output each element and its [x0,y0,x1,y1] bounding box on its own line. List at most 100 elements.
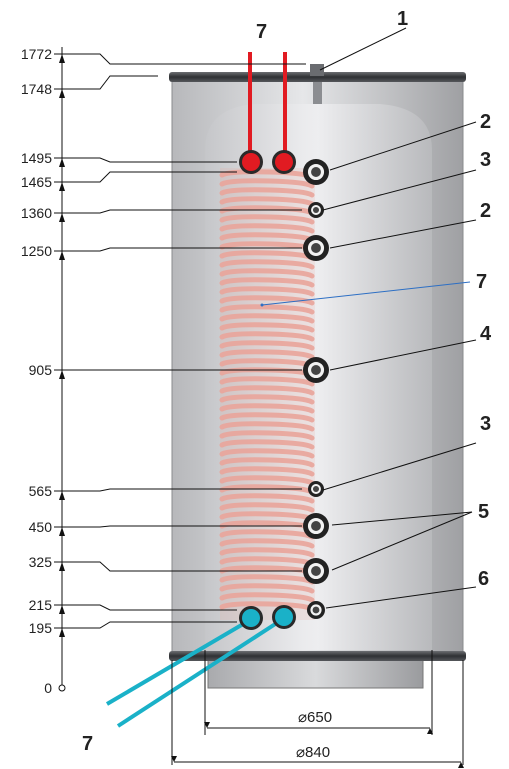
dimension-leader [70,157,237,163]
callout-line-4 [329,339,477,371]
coil-winding [219,457,315,468]
heat-exchanger-coil [219,168,315,620]
connection-5-upper [303,513,329,539]
callout-7-mid: 7 [476,271,487,293]
hot-outlet-left [239,150,263,174]
dimension-label: 1748 [21,81,52,97]
dimension-label: 1772 [21,46,52,62]
dimension-arrow [59,182,65,191]
inner-diameter-label: ⌀650 [298,709,332,726]
dimension-leader [70,75,158,90]
callout-numbers: 1 7 2 3 2 7 4 3 5 6 7 [82,8,492,755]
dimension-leader [70,561,302,572]
cold-pipes [105,617,285,728]
dimension-arrow [59,370,65,379]
bottom-band [169,651,466,661]
dimension-leader [70,171,237,183]
coil-winding [219,547,315,558]
coil-winding [219,277,315,288]
callout-line-5b [331,511,473,571]
dimension-label: 1465 [21,174,52,190]
hot-pipe-right [283,52,287,162]
callout-line-5a [331,511,473,526]
coil-winding [219,538,315,549]
coil-winding [219,529,315,540]
connection-2-upper [303,159,329,185]
coil-winding [219,259,315,270]
coil-winding [219,556,315,567]
cold-outlet-right [272,605,296,629]
coil-winding [219,376,315,387]
dimension-leader [70,525,302,528]
coil-winding [219,313,315,324]
dimension-label: 450 [29,519,53,535]
dimension-labels: 1772 1748 1495 1465 1360 1250 905 565 450 325 215 1… [21,46,52,696]
dimension-arrow [59,605,65,614]
dimension-label: 905 [29,362,53,378]
coil-winding [219,448,315,459]
coil-winding [219,385,315,396]
connection-6 [307,601,325,619]
coil-winding [219,214,315,225]
cold-outlet-left [239,606,263,630]
callout-line-7-mid [261,281,471,306]
dimension-leader [70,488,302,492]
connection-5-lower [303,558,329,584]
dimension-label: 195 [29,620,53,636]
connection-3-upper [308,202,324,218]
top-sensor-tube [313,82,322,104]
coil-winding [219,421,315,432]
callout-7-top: 7 [256,21,267,43]
coil-winding [219,187,315,198]
dimension-arrow [59,562,65,571]
coil-winding [219,250,315,261]
coil-winding [219,502,315,513]
coil-winding [219,511,315,522]
origin-marker [58,684,66,692]
dimension-leader [70,247,302,252]
callout-line-2-lower [329,219,477,249]
connection-2-lower [303,235,329,261]
hot-outlet-right [272,150,296,174]
coil-winding [219,178,315,189]
coil-winding [219,475,315,486]
connection-nozzles [239,150,329,630]
coil-winding [219,574,315,585]
vertical-dimension-axis [54,47,70,692]
coil-winding [219,205,315,216]
callout-2-lower: 2 [480,200,491,222]
dimension-label: 215 [29,597,53,613]
coil-winding [219,439,315,450]
callout-4: 4 [480,323,492,345]
dimension-arrow [59,54,65,63]
coil-winding [219,466,315,477]
coil-winding [219,304,315,315]
hot-pipes [248,52,287,162]
cold-pipe-right [116,617,285,728]
hot-pipe-left [248,52,252,162]
callout-2-upper: 2 [480,111,491,133]
callout-1: 1 [397,8,408,30]
coil-pointer-dot [260,303,264,307]
coil-winding [219,493,315,504]
connection-4 [303,357,329,383]
dimension-arrow [59,527,65,536]
coil-winding [219,592,315,603]
dimension-leaders [70,53,306,629]
dimension-leader [70,621,237,629]
callout-5: 5 [478,501,489,523]
coil-winding [219,412,315,423]
outer-diameter-label: ⌀840 [296,744,330,761]
coil-winding [219,484,315,495]
cold-pipe-left [105,618,252,706]
dimension-label: 325 [29,554,53,570]
dimension-arrow [59,491,65,500]
dimension-label: 1250 [21,243,52,259]
coil-winding [219,268,315,279]
dimension-label: 1360 [21,205,52,221]
dimension-label: 565 [29,483,53,499]
top-sensor-sleeve [310,64,324,76]
coil-winding [219,601,315,612]
dimension-leader [70,604,237,611]
coil-winding [219,295,315,306]
